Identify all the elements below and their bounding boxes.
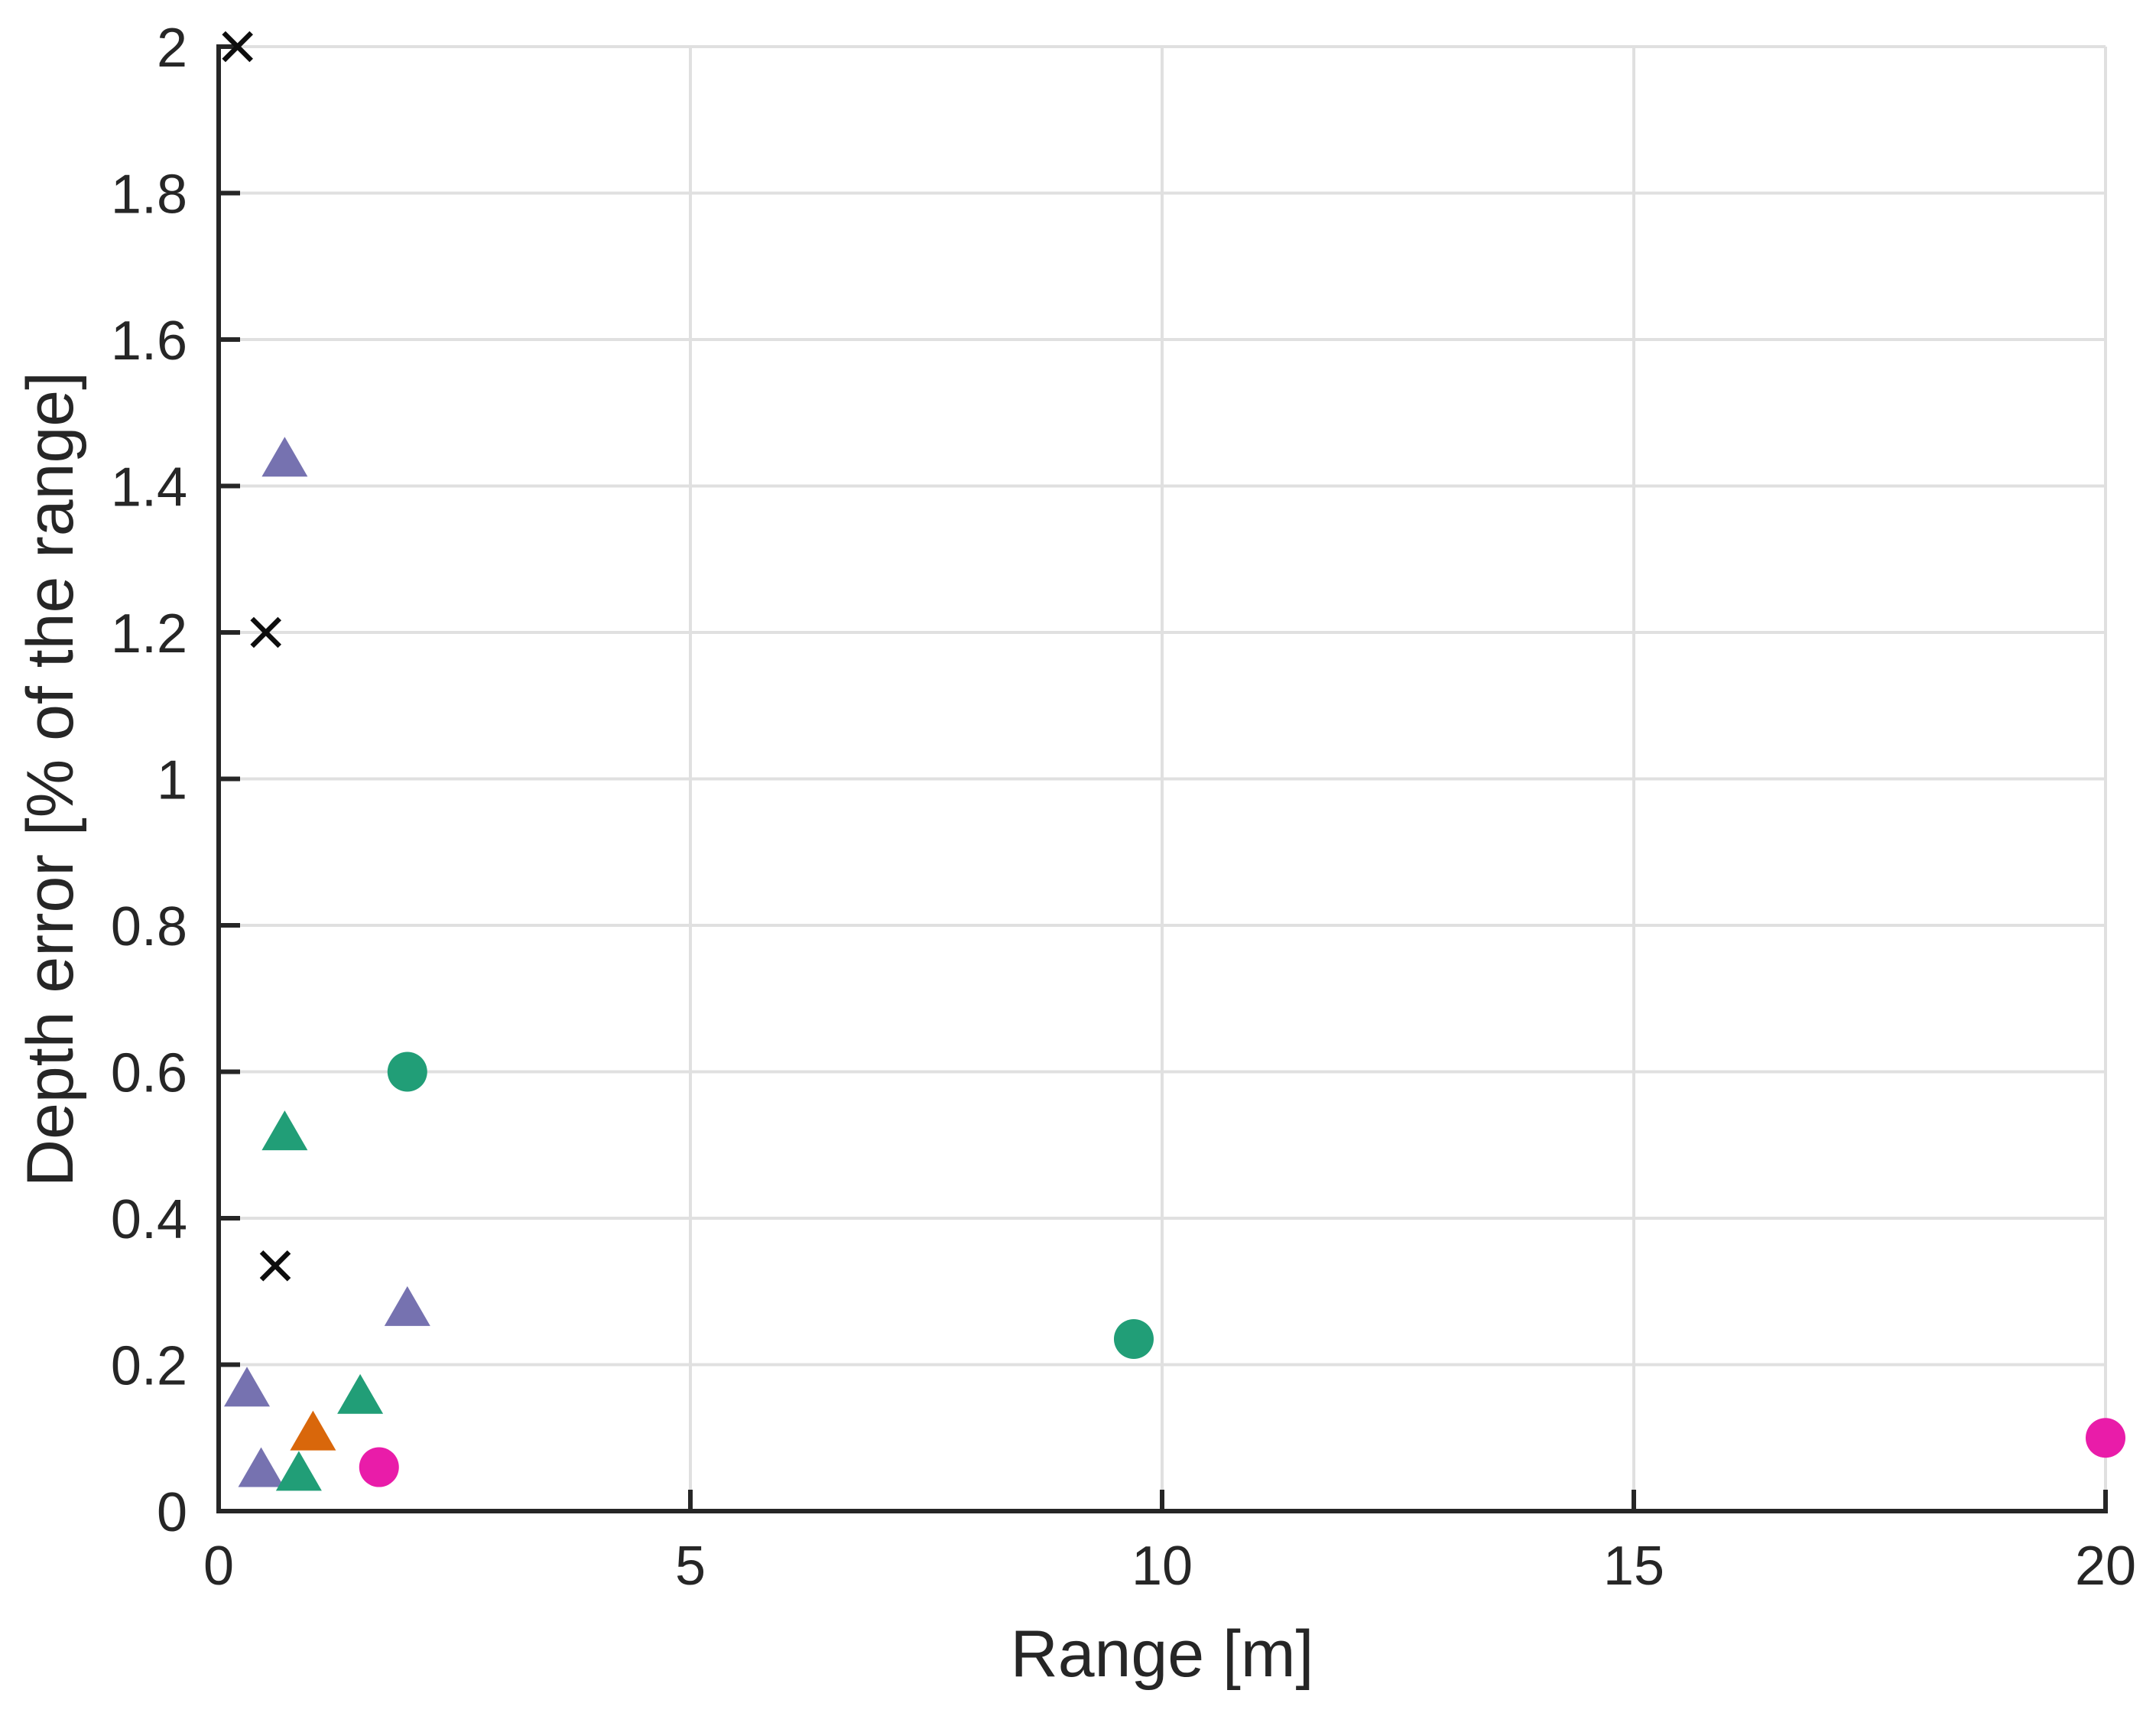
y-tick-label: 0.4 [111, 1189, 187, 1250]
x-axis-label: Range [m] [1011, 1617, 1314, 1691]
marker-triangle [290, 1410, 336, 1451]
marker-triangle [261, 1110, 308, 1151]
x-tick-label: 5 [675, 1536, 706, 1597]
y-tick-label: 1.4 [111, 457, 187, 518]
y-tick-label: 2 [157, 18, 187, 79]
marker-circle [387, 1052, 427, 1092]
marker-triangle [275, 1451, 322, 1491]
marker-circle [2086, 1418, 2125, 1458]
marker-cross [250, 616, 281, 648]
x-tick-label: 15 [1603, 1536, 1664, 1597]
y-tick-label: 1.2 [111, 603, 187, 665]
marker-circle [1113, 1318, 1154, 1359]
marker-triangle [261, 437, 308, 477]
y-tick-label: 0.8 [111, 896, 187, 957]
marker-cross [222, 31, 253, 63]
y-tick-label: 0 [157, 1482, 187, 1543]
gridlines [219, 45, 2107, 1511]
marker-triangle [337, 1373, 384, 1414]
tick-marks [216, 44, 2108, 1513]
cross-stroke [250, 616, 281, 648]
y-tick-label: 0.6 [111, 1043, 187, 1104]
tick-labels: 0 5 10 15 20 0 0.2 0.4 0.6 0.8 1 1.2 1.4 1.6 1.8 2 [111, 18, 2136, 1597]
cross-stroke [222, 31, 253, 63]
y-tick-label: 1 [157, 750, 187, 811]
x-tick-label: 10 [1132, 1536, 1193, 1597]
marker-triangle [224, 1367, 271, 1407]
y-tick-label: 1.6 [111, 310, 187, 372]
data-points [222, 31, 2125, 1491]
y-axis-label: Depth error [% of the range] [14, 372, 87, 1187]
x-tick-label: 20 [2075, 1536, 2136, 1597]
marker-cross [259, 1250, 291, 1282]
cross-stroke [259, 1250, 291, 1282]
y-tick-label: 1.8 [111, 164, 187, 226]
x-tick-label: 0 [203, 1536, 234, 1597]
marker-circle [359, 1447, 399, 1487]
marker-triangle [384, 1286, 430, 1326]
y-tick-label: 0.2 [111, 1336, 187, 1397]
marker-triangle [238, 1447, 284, 1487]
